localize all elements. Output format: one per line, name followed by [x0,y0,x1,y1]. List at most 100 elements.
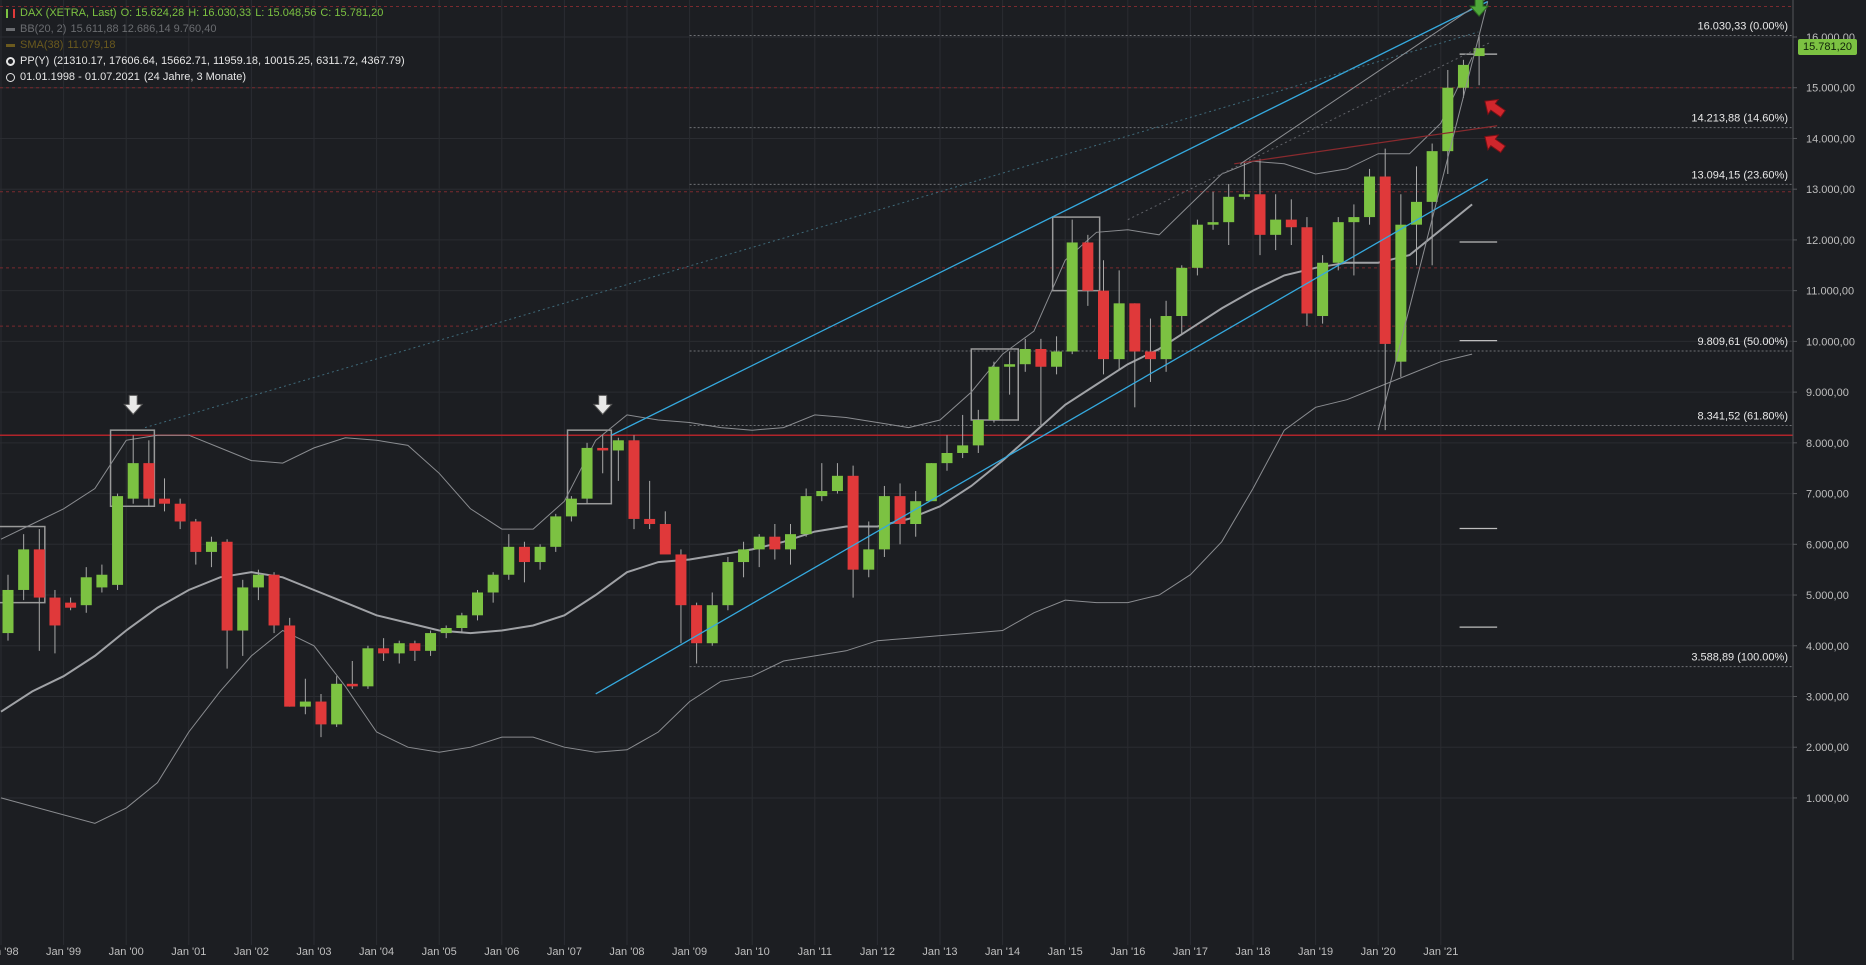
candle-up[interactable] [988,366,1000,421]
candle-down[interactable] [190,521,202,552]
candle-down[interactable] [659,524,671,555]
candle-down[interactable] [691,605,703,644]
candle-up[interactable] [1426,151,1438,202]
candle-down[interactable] [315,701,327,725]
candle-up[interactable] [957,445,969,453]
candle-down[interactable] [378,648,390,654]
candle-up[interactable] [753,536,765,550]
candle-down[interactable] [628,440,640,519]
candle-up[interactable] [831,475,843,492]
legend-pp-row[interactable]: PP(Y) (21310.17, 17606.64, 15662.71, 119… [6,53,409,69]
candle-up[interactable] [1364,176,1376,218]
candle-up[interactable] [112,496,124,585]
candle-down[interactable] [221,541,233,631]
candle-up[interactable] [96,574,108,588]
candle-up[interactable] [910,501,922,525]
candle-up[interactable] [738,549,750,563]
candle-up[interactable] [1348,217,1360,223]
candle-down[interactable] [1082,242,1094,291]
candle-up[interactable] [706,605,718,644]
candle-up[interactable] [252,574,264,588]
candle-down[interactable] [284,625,296,707]
candle-down[interactable] [143,463,155,499]
candle-up[interactable] [1473,48,1485,57]
candle-up[interactable] [1395,224,1407,362]
candle-down[interactable] [1144,351,1156,360]
candle-down[interactable] [346,683,358,687]
candle-down[interactable] [597,447,609,451]
candle-up[interactable] [785,534,796,550]
candles[interactable] [2,35,1485,738]
candle-down[interactable] [159,498,170,504]
candle-up[interactable] [1176,267,1188,317]
candle-down[interactable] [894,496,906,525]
legend-sma-row[interactable]: SMA(38) 11.079,18 [6,37,409,53]
candle-down[interactable] [49,597,61,626]
candle-up[interactable] [393,643,405,654]
candle-up[interactable] [1238,194,1250,197]
legend-range-row[interactable]: 01.01.1998 - 01.07.2021 (24 Jahre, 3 Mon… [6,69,409,85]
candle-up[interactable] [487,574,499,593]
candle-up[interactable] [800,496,812,535]
candle-up[interactable] [816,491,828,497]
candle-down[interactable] [769,536,781,550]
candle-up[interactable] [1051,351,1063,367]
candle-down[interactable] [1129,303,1141,352]
candle-down[interactable] [518,546,530,563]
candle-up[interactable] [80,577,92,606]
candle-up[interactable] [425,633,437,651]
candle-up[interactable] [972,420,984,446]
candle-down[interactable] [1098,290,1109,360]
candle-up[interactable] [1457,64,1469,88]
candle-up[interactable] [1019,348,1031,365]
candle-up[interactable] [299,701,311,707]
candle-down[interactable] [847,475,859,570]
candle-up[interactable] [331,683,343,725]
candle-up[interactable] [456,615,468,629]
legend-bb-row[interactable]: BB(20, 2) 15.611,88 12.686,14 9.760,40 [6,21,409,37]
candle-down[interactable] [33,549,45,598]
candle-up[interactable] [863,549,875,570]
candle-up[interactable] [1223,196,1235,223]
candle-up[interactable] [1332,222,1344,263]
candle-up[interactable] [1442,87,1454,152]
candle-up[interactable] [1411,201,1422,225]
candle-up[interactable] [722,562,734,606]
candle-up[interactable] [2,589,14,634]
candle-down[interactable] [675,554,687,606]
candle-up[interactable] [1066,242,1078,352]
candle-down[interactable] [409,643,421,651]
candle-up[interactable] [1207,222,1219,225]
candle-up[interactable] [550,516,562,547]
candle-up[interactable] [565,498,577,517]
candle-down[interactable] [268,574,280,626]
candle-up[interactable] [612,440,624,451]
candle-up[interactable] [440,628,452,634]
candle-up[interactable] [237,587,249,631]
candle-up[interactable] [127,463,139,499]
candle-up[interactable] [18,549,30,590]
candle-up[interactable] [534,546,546,563]
candle-down[interactable] [1379,176,1391,344]
candle-up[interactable] [503,546,515,575]
candle-down[interactable] [1035,348,1047,367]
candle-up[interactable] [925,463,937,502]
candle-up[interactable] [878,496,890,550]
candle-up[interactable] [1317,262,1329,317]
candle-up[interactable] [1270,219,1282,235]
candle-down[interactable] [65,602,77,608]
candle-up[interactable] [941,452,953,464]
candle-down[interactable] [1301,227,1313,314]
candle-up[interactable] [362,648,374,687]
candle-up[interactable] [1004,364,1016,367]
candle-down[interactable] [1254,194,1266,235]
candle-down[interactable] [174,503,186,522]
candle-up[interactable] [1191,224,1203,268]
candle-up[interactable] [1160,316,1172,360]
candle-up[interactable] [581,447,593,499]
candle-up[interactable] [472,592,483,616]
candle-down[interactable] [1285,219,1297,228]
candle-up[interactable] [1113,303,1125,360]
